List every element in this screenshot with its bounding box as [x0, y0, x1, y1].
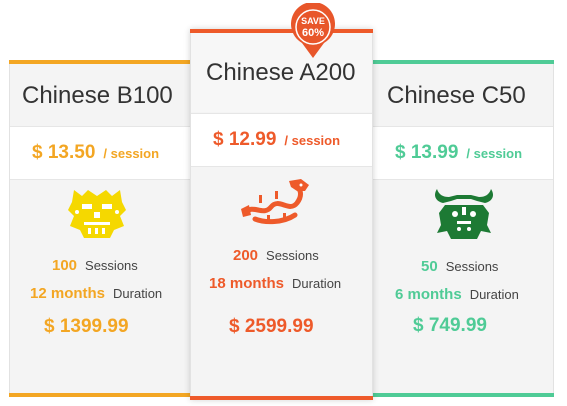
sessions-label: Sessions: [85, 258, 138, 273]
ox-papercut-icon: [435, 189, 493, 239]
sessions-value: 100: [52, 257, 78, 274]
tiger-papercut-icon: [68, 190, 126, 238]
duration-value: 18 months: [209, 275, 285, 292]
plan-name: Chinese B100: [22, 82, 173, 109]
plan-card-a200[interactable]: Chinese A200 $ 12.99 / session 200 Sessio…: [190, 29, 373, 400]
duration-label: Duration: [113, 286, 163, 301]
badge-line-1: SAVE: [301, 16, 325, 26]
card-bottom-bar: [372, 393, 554, 397]
duration-label: Duration: [292, 276, 342, 291]
price-per-session: $ 13.50: [32, 142, 96, 163]
plan-price-row: $ 12.99 / session: [191, 113, 372, 167]
duration-row: 6 months Duration: [395, 286, 519, 303]
plan-title: Chinese A200: [191, 33, 372, 112]
sessions-label: Sessions: [266, 248, 319, 263]
card-bottom-bar: [9, 393, 191, 397]
price-unit: / session: [466, 145, 523, 161]
price-per-session: $ 12.99: [213, 129, 277, 150]
card-accent-bar: [9, 60, 191, 64]
card-accent-bar: [190, 29, 373, 33]
duration-label: Duration: [469, 287, 519, 302]
plan-card-c50[interactable]: Chinese C50 $ 13.99 / session 50 Sessions…: [372, 60, 554, 397]
plan-total-price: $ 2599.99: [229, 316, 314, 337]
sessions-row: 100 Sessions: [52, 257, 138, 274]
plan-total-price: $ 749.99: [413, 315, 487, 336]
plan-price-row: $ 13.50 / session: [10, 126, 190, 180]
price-unit: / session: [284, 132, 341, 148]
plan-title: Chinese C50: [373, 64, 553, 128]
sessions-value: 50: [421, 258, 438, 275]
sessions-value: 200: [233, 247, 259, 264]
badge-line-2: 60%: [302, 27, 324, 39]
plan-total-price: $ 1399.99: [44, 316, 129, 337]
plan-name: Chinese C50: [387, 82, 526, 109]
sessions-row: 200 Sessions: [233, 247, 319, 264]
card-bottom-bar: [190, 396, 373, 400]
card-accent-bar: [372, 60, 554, 64]
sessions-label: Sessions: [445, 259, 499, 274]
duration-value: 6 months: [395, 286, 462, 303]
plan-title: Chinese B100: [10, 64, 190, 128]
plan-price-row: $ 13.99 / session: [373, 126, 553, 180]
dragon-papercut-icon: [241, 179, 309, 225]
price-unit: / session: [103, 145, 160, 161]
price-per-session: $ 13.99: [395, 142, 459, 163]
duration-value: 12 months: [30, 285, 106, 302]
plan-card-b100[interactable]: Chinese B100 $ 13.50 / session 100 Sessio…: [9, 60, 191, 397]
duration-row: 18 months Duration: [209, 275, 341, 292]
duration-row: 12 months Duration: [30, 285, 162, 302]
plan-name: Chinese A200: [206, 58, 356, 86]
sessions-row: 50 Sessions: [421, 258, 498, 275]
save-badge: SAVE 60%: [291, 3, 335, 58]
